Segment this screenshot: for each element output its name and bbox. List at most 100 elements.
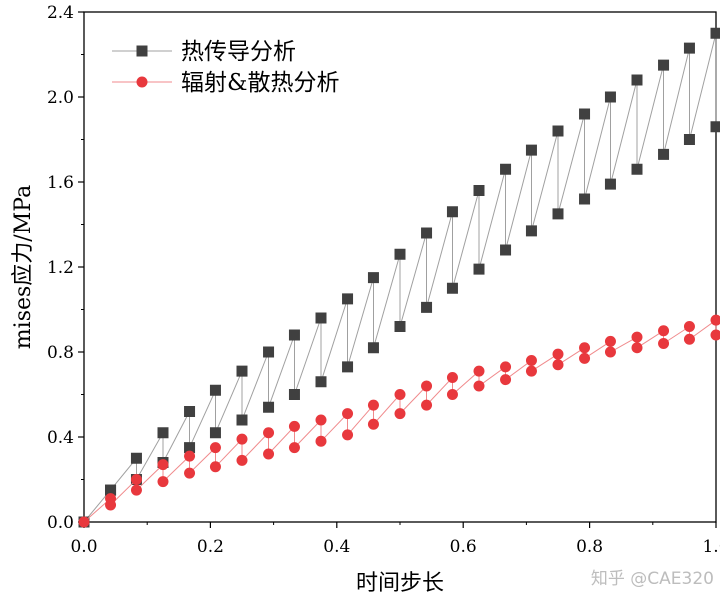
data-point bbox=[552, 208, 564, 220]
data-point bbox=[394, 408, 406, 420]
x-tick-label: 0.2 bbox=[197, 537, 224, 557]
data-point bbox=[130, 452, 142, 464]
data-point bbox=[236, 433, 248, 445]
data-point bbox=[446, 372, 458, 383]
data-point bbox=[631, 331, 643, 343]
data-point bbox=[525, 355, 537, 366]
data-point bbox=[263, 346, 275, 358]
data-point bbox=[342, 429, 354, 441]
legend-label: 辐射&散热分析 bbox=[181, 70, 339, 96]
data-point bbox=[579, 108, 591, 120]
data-point bbox=[184, 442, 196, 454]
data-point bbox=[394, 248, 406, 260]
data-point bbox=[184, 467, 196, 479]
data-point bbox=[446, 206, 458, 218]
data-point bbox=[209, 442, 221, 454]
data-point bbox=[209, 384, 221, 396]
data-point bbox=[525, 144, 537, 156]
data-point bbox=[394, 389, 406, 400]
data-point bbox=[552, 348, 564, 360]
x-tick-label: 0.8 bbox=[576, 537, 603, 557]
y-tick-label: 0.8 bbox=[47, 343, 74, 363]
series-1 bbox=[78, 27, 720, 528]
data-point bbox=[631, 163, 643, 175]
data-point bbox=[315, 312, 327, 324]
x-tick-label: 0.4 bbox=[323, 537, 350, 557]
data-point bbox=[157, 476, 169, 488]
y-tick-label: 0.4 bbox=[47, 428, 74, 448]
data-point bbox=[315, 435, 327, 447]
data-point bbox=[105, 499, 117, 511]
data-point bbox=[367, 272, 379, 284]
watermark: 知乎 @CAE320 bbox=[590, 569, 714, 589]
data-point bbox=[473, 263, 485, 275]
data-point bbox=[658, 59, 670, 71]
x-tick-label: 1.0 bbox=[702, 537, 720, 557]
legend-item: 辐射&散热分析 bbox=[112, 70, 339, 96]
data-point bbox=[288, 389, 300, 400]
y-tick-label: 0.0 bbox=[47, 513, 74, 533]
data-point bbox=[421, 399, 433, 411]
data-point bbox=[236, 454, 248, 466]
data-point bbox=[579, 193, 591, 205]
series-1-line bbox=[83, 33, 717, 523]
data-point bbox=[263, 427, 275, 439]
data-point bbox=[552, 359, 564, 371]
y-tick-label: 2.0 bbox=[47, 88, 74, 108]
legend-marker bbox=[136, 45, 148, 57]
legend-item: 热传导分析 bbox=[112, 39, 296, 65]
data-point bbox=[78, 516, 90, 528]
data-point bbox=[184, 406, 196, 417]
data-point bbox=[579, 342, 591, 354]
data-point bbox=[157, 427, 169, 439]
data-point bbox=[710, 314, 720, 326]
data-point bbox=[288, 329, 300, 341]
data-point bbox=[473, 185, 485, 196]
data-point bbox=[367, 418, 379, 430]
legend-marker bbox=[136, 76, 148, 88]
data-point bbox=[446, 282, 458, 294]
data-point bbox=[157, 459, 169, 471]
data-point bbox=[658, 148, 670, 160]
data-point bbox=[525, 225, 537, 237]
data-point bbox=[105, 484, 117, 496]
y-axis-ticks: 0.0 0.4 0.8 1.2 1.6 2.0 2.4 bbox=[47, 3, 84, 533]
data-point bbox=[473, 380, 485, 392]
y-tick-label: 1.2 bbox=[47, 258, 74, 278]
data-point bbox=[683, 321, 695, 332]
data-point bbox=[710, 329, 720, 341]
data-point bbox=[421, 380, 433, 392]
data-point bbox=[315, 376, 327, 388]
data-point bbox=[500, 163, 512, 175]
y-tick-label: 1.6 bbox=[47, 173, 74, 193]
data-point bbox=[130, 474, 142, 485]
data-point bbox=[236, 414, 248, 426]
data-point bbox=[342, 408, 354, 420]
x-axis-ticks: 0.0 0.2 0.4 0.6 0.8 1.0 bbox=[70, 522, 720, 557]
data-point bbox=[604, 335, 616, 347]
data-point bbox=[394, 321, 406, 332]
data-point bbox=[367, 399, 379, 411]
data-point bbox=[604, 91, 616, 103]
data-point bbox=[500, 374, 512, 386]
data-point bbox=[710, 27, 720, 39]
data-point bbox=[342, 293, 354, 305]
data-point bbox=[342, 361, 354, 373]
data-point bbox=[683, 333, 695, 345]
legend-label: 热传导分析 bbox=[181, 39, 296, 65]
data-point bbox=[288, 442, 300, 454]
y-axis-title: mises应力/MPa bbox=[11, 185, 36, 349]
series-layer bbox=[78, 27, 720, 528]
y-tick-label: 2.4 bbox=[47, 3, 74, 23]
data-point bbox=[209, 461, 221, 473]
x-tick-label: 0.6 bbox=[450, 537, 477, 557]
data-point bbox=[130, 484, 142, 496]
x-tick-label: 0.0 bbox=[70, 537, 97, 557]
data-point bbox=[525, 365, 537, 377]
data-point bbox=[658, 325, 670, 337]
data-point bbox=[604, 346, 616, 358]
data-point bbox=[683, 42, 695, 54]
data-point bbox=[288, 420, 300, 432]
